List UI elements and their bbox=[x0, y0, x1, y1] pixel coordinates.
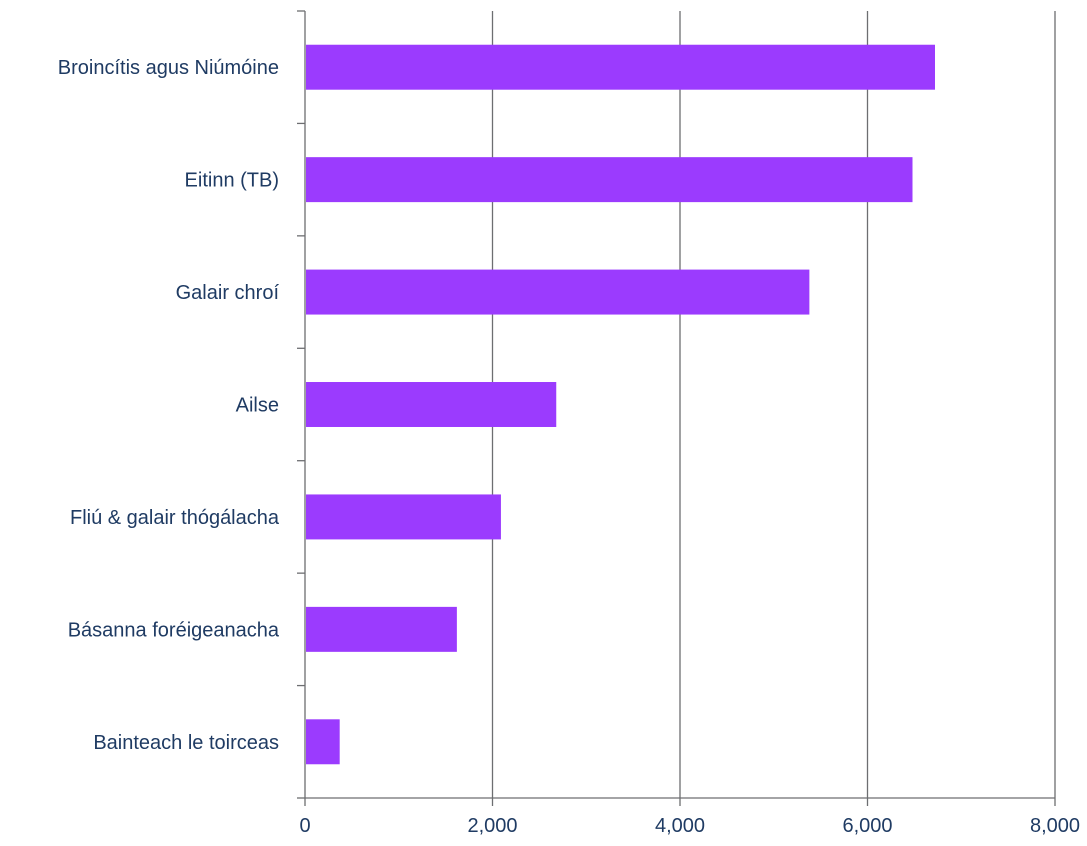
category-label: Eitinn (TB) bbox=[185, 170, 279, 192]
category-label: Broincítis agus Niúmóine bbox=[58, 57, 279, 79]
x-tick-label: 8,000 bbox=[1030, 815, 1080, 837]
bars bbox=[306, 44, 935, 765]
category-label: Ailse bbox=[236, 395, 279, 417]
labels: 0 2,000 4,000 6,000 8,000 Broincítis agus Niú… bbox=[58, 57, 1080, 837]
category-label: Galair chroí bbox=[176, 282, 280, 304]
bar bbox=[306, 44, 935, 90]
category-label: Básanna foréigeanacha bbox=[68, 619, 280, 641]
bar bbox=[306, 606, 457, 652]
bar bbox=[306, 382, 557, 427]
x-tick-label: 6,000 bbox=[842, 815, 892, 837]
bar bbox=[306, 269, 810, 315]
gridlines bbox=[491, 11, 1056, 798]
x-tick-label: 2,000 bbox=[467, 815, 517, 837]
bar bbox=[306, 719, 340, 765]
axes bbox=[297, 10, 1056, 806]
x-tick-label: 0 bbox=[299, 815, 310, 837]
category-label: Bainteach le toirceas bbox=[93, 732, 279, 754]
bar bbox=[306, 494, 501, 540]
category-label: Fliú & galair thógálacha bbox=[70, 507, 280, 529]
bar bbox=[306, 157, 913, 203]
x-tick-label: 4,000 bbox=[655, 815, 705, 837]
